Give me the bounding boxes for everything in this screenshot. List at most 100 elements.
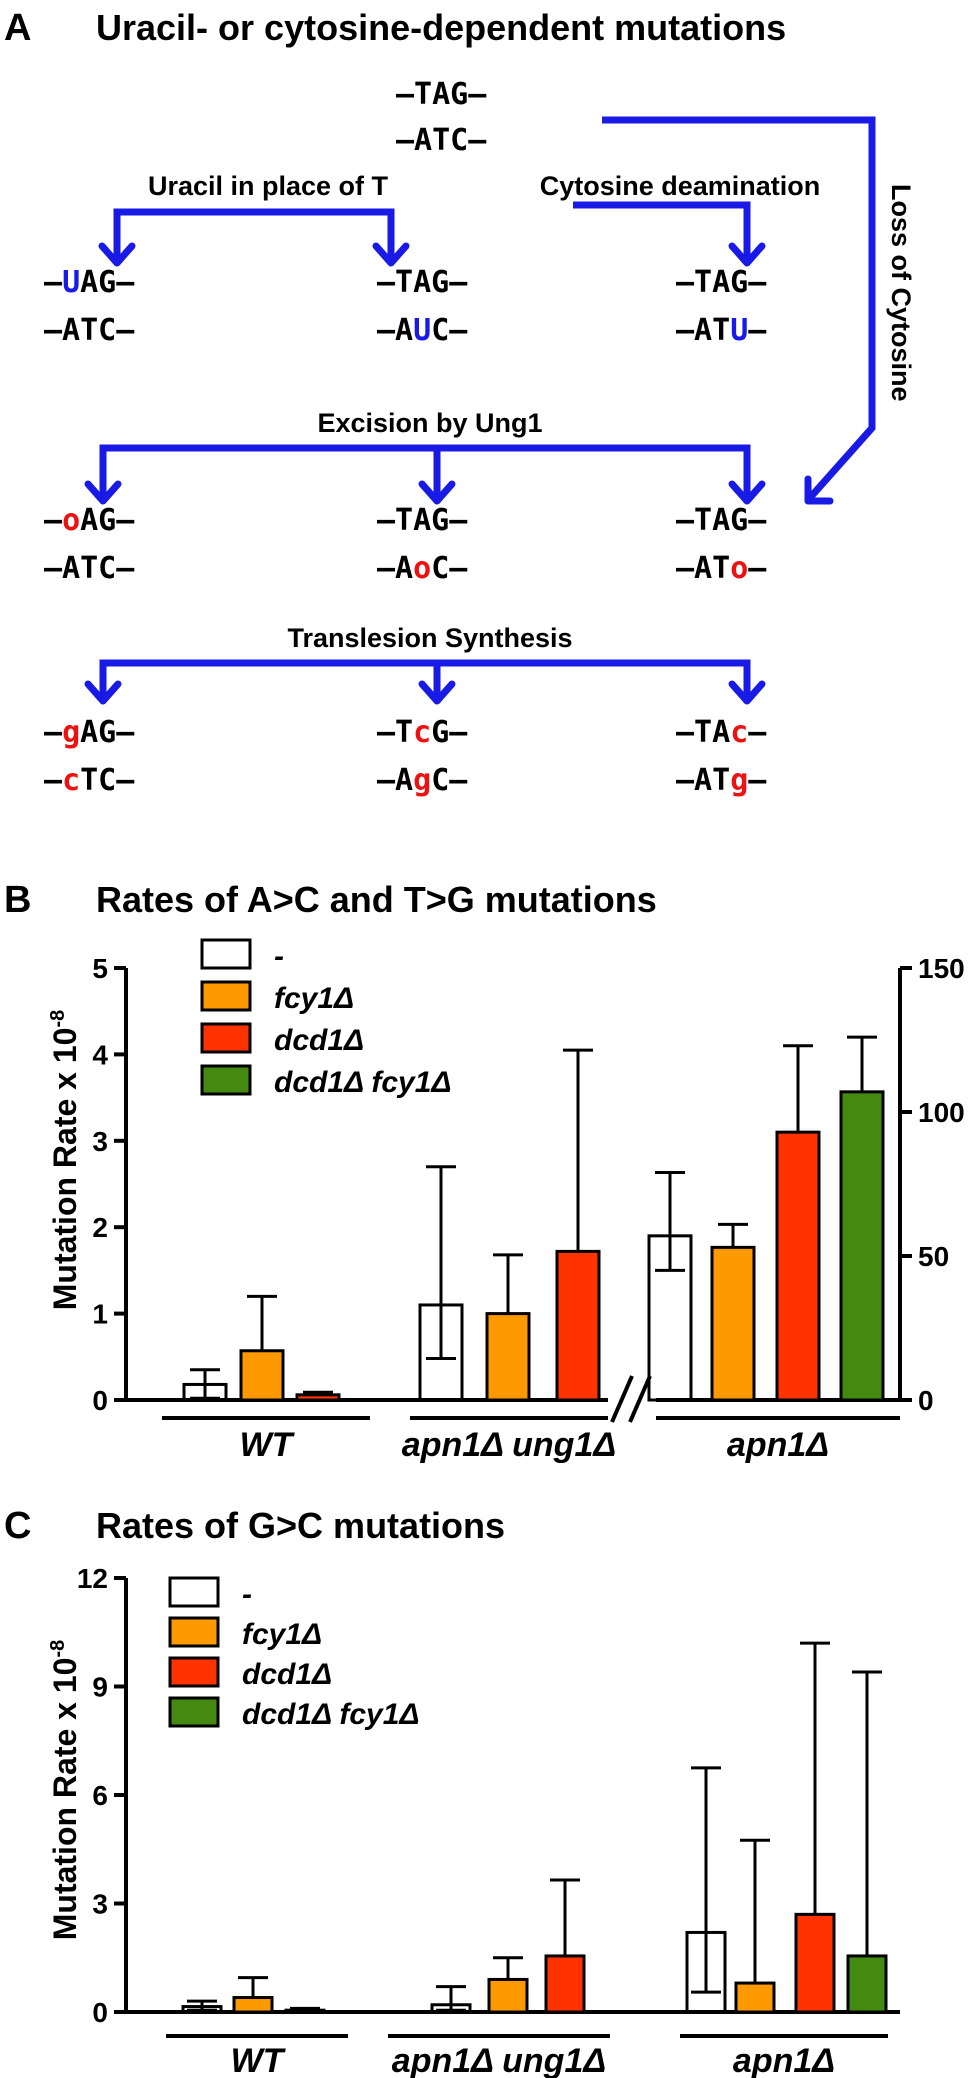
legend-swatch (200, 1022, 252, 1054)
bar (284, 2008, 326, 2014)
y2-tick-label: 150 (918, 953, 965, 984)
panel-c-letter: C (4, 1505, 31, 1547)
panel-c-y-axis-label: Mutation Rate x 10-8 (47, 1640, 83, 1941)
group-label: apn1Δ (727, 1426, 829, 1464)
legend-label: dcd1Δ fcy1Δ (274, 1066, 452, 1099)
seq-deam-top: –TAG– (676, 265, 767, 300)
legend-label: dcd1Δ fcy1Δ (242, 1698, 420, 1731)
legend-label: fcy1Δ (274, 982, 354, 1015)
y-tick-label: 3 (92, 1126, 108, 1157)
arrowhead-icon (84, 680, 122, 705)
y-tick-label: 1 (92, 1299, 108, 1330)
y-tick-label: 5 (92, 953, 108, 984)
bar (182, 1382, 228, 1402)
bar (734, 1981, 776, 2014)
seq-ap3-bottom: –ATo– (676, 551, 767, 586)
legend-label: fcy1Δ (242, 1618, 322, 1651)
y-tick-label: 9 (92, 1672, 108, 1703)
seq-u-bottom: –ATC– (44, 313, 135, 348)
y-tick-label: 4 (92, 1039, 108, 1070)
arrowhead-icon (372, 242, 410, 267)
seq-tls3-bottom: –ATg– (676, 763, 767, 798)
y-tick-label: 0 (92, 1385, 108, 1416)
axis-break-mark (610, 1375, 634, 1423)
arrowhead-icon (418, 680, 456, 705)
tls-label: Translesion Synthesis (287, 623, 572, 653)
deamination-branch-line (573, 201, 751, 262)
panel-b-title: Rates of A>C and T>G mutations (96, 879, 657, 920)
excision-branch-line (99, 444, 751, 500)
seq-ap3-top: –TAG– (676, 503, 767, 538)
seq-u-top: –UAG– (44, 265, 135, 300)
start-strand-top: –TAG– (396, 77, 487, 112)
seq-tls2-top: –TcG– (377, 715, 468, 750)
panel-b: B Rates of A>C and T>G mutations Mutatio… (4, 879, 965, 1464)
panel-a-title: Uracil- or cytosine-dependent mutations (96, 7, 786, 48)
y-tick-label: 6 (92, 1780, 108, 1811)
y-tick-label: 12 (77, 1563, 108, 1594)
y2-tick-label: 100 (918, 1097, 965, 1128)
axis-break-mark (628, 1375, 652, 1423)
seq-tls1-top: –gAG– (44, 715, 135, 750)
seq-tls1-bottom: –cTC– (44, 763, 135, 798)
legend-swatch (200, 1064, 252, 1096)
group-label: WT (240, 1426, 296, 1464)
seq-ap2-top: –TAG– (377, 503, 468, 538)
y2-tick-label: 0 (918, 1385, 934, 1416)
group-label: apn1Δ ung1Δ (392, 2042, 606, 2078)
legend-swatch (200, 980, 252, 1012)
arrowheads (84, 242, 834, 705)
bar (181, 2005, 223, 2014)
seq-u2-top: –TAG– (377, 265, 468, 300)
bar (647, 1234, 693, 1402)
seq-deam-bottom: –ATU– (676, 313, 767, 348)
panel-b-y-axis-label: Mutation Rate x 10-8 (47, 1010, 83, 1311)
panel-b-letter: B (4, 879, 31, 921)
arrowhead-icon (418, 480, 456, 505)
arrowhead-icon (804, 475, 834, 505)
panel-c: C Rates of G>C mutations Mutation Rate x… (4, 1505, 900, 2078)
bar (239, 1349, 285, 1402)
bar (232, 1996, 274, 2014)
arrowhead-icon (98, 242, 136, 267)
bar (846, 1954, 888, 2014)
panel-c-chart: 0 3 6 9 12 WT apn1Δ ung1Δ apn1Δ - fcy1Δ dcd1Δ dcd1Δ… (77, 1563, 900, 2078)
start-strand-bottom: –ATC– (396, 123, 487, 158)
bar (839, 1090, 885, 1402)
seq-tls3-top: –TAc– (676, 715, 767, 750)
group-label: WT (231, 2042, 287, 2078)
bar (775, 1130, 821, 1402)
bar (485, 1312, 531, 1402)
bar (794, 1912, 836, 2014)
legend-swatch (168, 1616, 220, 1648)
group-label: apn1Δ (733, 2042, 835, 2078)
loss-of-cytosine-line (602, 116, 876, 503)
deamination-label: Cytosine deamination (540, 171, 821, 201)
y-tick-label: 0 (92, 1997, 108, 2028)
seq-ap1-top: –oAG– (44, 503, 135, 538)
legend-label: - (242, 1578, 252, 1611)
legend-label: dcd1Δ (274, 1024, 364, 1057)
bar (710, 1245, 756, 1402)
legend-swatch (168, 1576, 220, 1608)
pathway-arrows (99, 116, 876, 700)
tls-branch-line (99, 659, 751, 700)
seq-tls2-bottom: –AgC– (377, 763, 468, 798)
group-label: apn1Δ ung1Δ (402, 1426, 616, 1464)
uracil-label: Uracil in place of T (148, 171, 389, 201)
bar (418, 1303, 464, 1402)
legend-swatch (168, 1696, 220, 1728)
panel-a: A Uracil- or cytosine-dependent mutation… (4, 7, 916, 798)
y2-tick-label: 50 (918, 1241, 949, 1272)
y-tick-label: 2 (92, 1212, 108, 1243)
arrowhead-icon (728, 680, 766, 705)
arrowhead-icon (728, 480, 766, 505)
arrowhead-icon (728, 242, 766, 267)
seq-ap2-bottom: –AoC– (377, 551, 468, 586)
bar (487, 1977, 529, 2014)
legend-label: - (274, 940, 284, 973)
panel-a-letter: A (4, 7, 31, 49)
excision-label: Excision by Ung1 (317, 408, 542, 438)
